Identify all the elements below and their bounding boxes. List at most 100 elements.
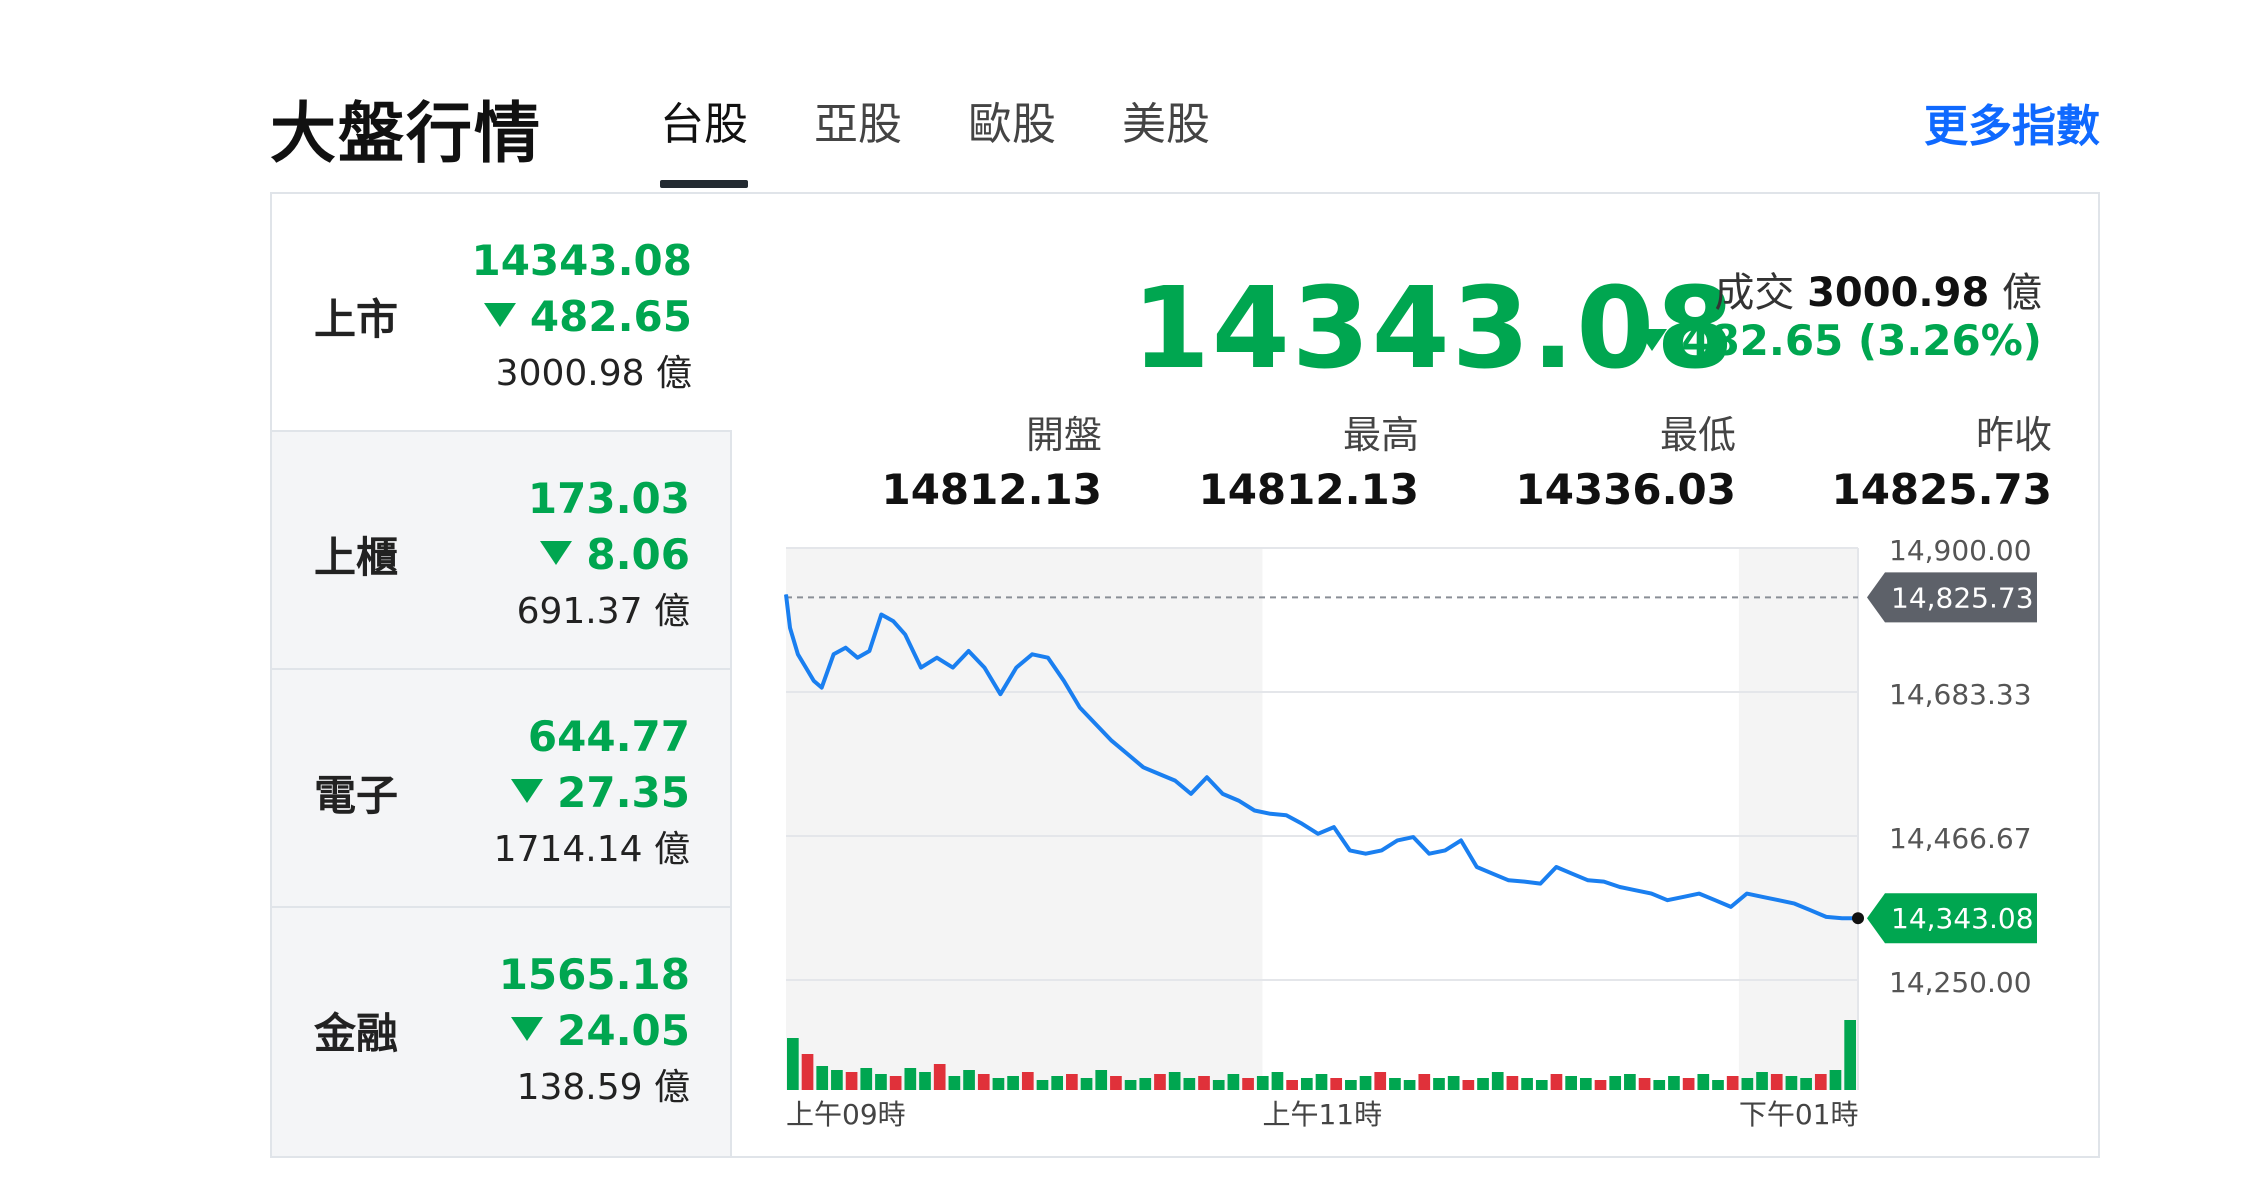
- volume-bar: [1286, 1080, 1298, 1090]
- volume-bar: [1374, 1072, 1387, 1090]
- index-change-value: 27.35: [557, 768, 690, 817]
- volume-bar: [1359, 1076, 1372, 1090]
- price-point: [1095, 723, 1097, 725]
- index-item-finance[interactable]: 金融 1565.18 24.05 138.59 億: [272, 908, 732, 1156]
- tab-us-stocks[interactable]: 美股: [1122, 99, 1210, 150]
- tab-europe-stocks[interactable]: 歐股: [968, 99, 1056, 150]
- volume-bar: [1095, 1070, 1108, 1090]
- index-name: 上櫃: [314, 533, 399, 582]
- index-name: 金融: [314, 1009, 399, 1058]
- price-point: [1428, 853, 1430, 855]
- index-change-value: 24.05: [557, 1006, 690, 1055]
- price-point: [984, 667, 986, 669]
- volume-bar: [948, 1076, 961, 1090]
- index-item-electronics[interactable]: 電子 644.77 27.35 1714.14 億: [272, 670, 732, 908]
- price-point: [1841, 917, 1843, 919]
- index-name: 上市: [314, 295, 399, 344]
- y-tick-label: 14,466.67: [1889, 822, 2032, 855]
- price-point: [1206, 776, 1208, 778]
- price-point: [868, 650, 870, 652]
- price-point: [1333, 826, 1335, 828]
- index-change: 482.65: [483, 292, 692, 341]
- price-point: [1349, 849, 1351, 851]
- price-point: [904, 633, 906, 635]
- volume-bar: [1829, 1070, 1842, 1090]
- down-arrow-icon: [511, 1017, 544, 1041]
- index-volume: 691.37 億: [516, 591, 690, 632]
- down-arrow-icon: [511, 779, 544, 803]
- volume-bar: [875, 1074, 887, 1090]
- index-item-listed[interactable]: 上市 14343.08 482.65 3000.98 億: [272, 194, 732, 432]
- volume-bar: [1535, 1080, 1548, 1090]
- volume-bar: [1814, 1074, 1827, 1090]
- volume-bar: [1506, 1076, 1519, 1090]
- price-point: [1746, 893, 1748, 895]
- price-point: [821, 687, 823, 689]
- price-point: [1047, 657, 1049, 659]
- volume-bar: [816, 1066, 829, 1090]
- price-point: [1682, 896, 1684, 898]
- volume-bar: [1447, 1076, 1460, 1090]
- down-arrow-icon: [1637, 329, 1668, 351]
- index-value: 14343.08: [471, 236, 692, 285]
- price-change: 482.65 (3.26%): [1637, 316, 2042, 365]
- volume-bar: [1124, 1080, 1137, 1090]
- trading-volume: 成交 3000.98 億: [1714, 260, 2042, 318]
- volume-bar: [1491, 1072, 1504, 1090]
- volume-bar: [1785, 1076, 1798, 1090]
- volume-bar: [787, 1038, 799, 1090]
- price-point: [813, 680, 815, 682]
- price-point: [1555, 866, 1557, 868]
- stat-value: 14812.13: [1198, 465, 1419, 514]
- volume-bar: [1565, 1076, 1577, 1090]
- index-item-otc[interactable]: 上櫃 173.03 8.06 691.37 億: [272, 432, 732, 670]
- volume-bar: [1682, 1078, 1695, 1090]
- price-point: [968, 650, 970, 652]
- price-point: [1063, 680, 1065, 682]
- volume-bar: [1521, 1078, 1533, 1090]
- price-point: [1809, 909, 1811, 911]
- price-point: [880, 613, 882, 615]
- market-panel: 上市 14343.08 482.65 3000.98 億 上櫃 173.03 8…: [270, 192, 2100, 1158]
- price-point: [1285, 814, 1287, 816]
- volume-bar: [904, 1068, 917, 1090]
- volume-bar: [1300, 1078, 1313, 1090]
- price-point: [845, 647, 847, 649]
- last-price-dot: [1852, 912, 1864, 925]
- price-point: [1508, 879, 1510, 881]
- volume-bar: [1594, 1080, 1607, 1090]
- volume-bar: [1389, 1078, 1401, 1090]
- index-change: 24.05: [511, 1006, 690, 1055]
- volume-bar: [1345, 1080, 1357, 1090]
- volume-bar: [845, 1072, 858, 1090]
- price-point: [1730, 906, 1732, 908]
- prev-close-tag: 14,825.73: [1891, 581, 2034, 614]
- prev-close-tag-bg: [1867, 572, 2037, 623]
- price-point: [785, 594, 787, 596]
- more-indices-link[interactable]: 更多指數: [1924, 101, 2100, 152]
- volume-bar: [1477, 1078, 1489, 1090]
- index-value: 644.77: [527, 712, 690, 761]
- page-title: 大盤行情: [270, 95, 542, 172]
- volume-bar: [1021, 1072, 1034, 1090]
- volume-bar: [1624, 1074, 1636, 1090]
- current-price: 14343.08: [1132, 264, 1737, 394]
- session-shade: [786, 548, 1263, 1090]
- price-point: [1698, 893, 1700, 895]
- price-point: [1762, 896, 1764, 898]
- volume-bar: [1168, 1072, 1181, 1090]
- tab-asia-stocks[interactable]: 亞股: [814, 99, 902, 150]
- price-point: [1523, 881, 1525, 883]
- price-point: [920, 667, 922, 669]
- tab-taiwan-stocks[interactable]: 台股: [660, 88, 748, 188]
- volume-bar: [1330, 1078, 1343, 1090]
- price-point: [1460, 839, 1462, 841]
- price-point: [952, 667, 954, 669]
- price-point: [892, 620, 894, 622]
- y-tick-label: 14,250.00: [1889, 966, 2032, 999]
- volume-bar: [992, 1078, 1005, 1090]
- volume-bar: [1110, 1076, 1122, 1090]
- price-point: [1111, 740, 1113, 742]
- price-point: [1365, 853, 1367, 855]
- intraday-chart[interactable]: 14,900.00 14,683.33 14,466.67 14,250.00 14,8…: [272, 194, 2098, 1156]
